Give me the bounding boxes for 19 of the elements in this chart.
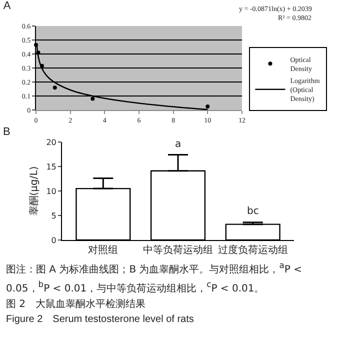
x-tick-label: 中等负荷运动组	[143, 244, 213, 256]
annotation: bc	[247, 206, 259, 217]
point	[90, 96, 95, 101]
chart-title: A	[3, 0, 12, 12]
y-tick-label: 10	[46, 186, 56, 196]
x-tick-label: 对照组	[88, 244, 118, 256]
point	[206, 104, 210, 108]
y-axis-title: 睾酮(μg/L)	[28, 166, 40, 216]
chart-title: B	[3, 126, 10, 138]
caption: Figure 2 Serum testosterone level of rats	[6, 312, 195, 327]
y-tick-label: 20	[46, 138, 56, 147]
y-tick-label: 15	[46, 162, 56, 172]
x-tick-label: 过度负荷运动组	[218, 244, 288, 256]
annotation: a	[175, 139, 182, 150]
text: 图注：图 A 为标准曲线图；B 为血睾酮水平。与对照组相比，$^{a}$P < 0.05，$^{b}$P < 0.01，与中等负荷运动组相比，$^{c}$P < 0.01。	[6, 260, 302, 295]
y-tick-label: 5	[51, 211, 56, 220]
y-tick-label: 0	[51, 236, 56, 245]
point	[52, 86, 57, 90]
caption: 图 2 大鼠血睾酮水平检测结果	[6, 298, 147, 312]
